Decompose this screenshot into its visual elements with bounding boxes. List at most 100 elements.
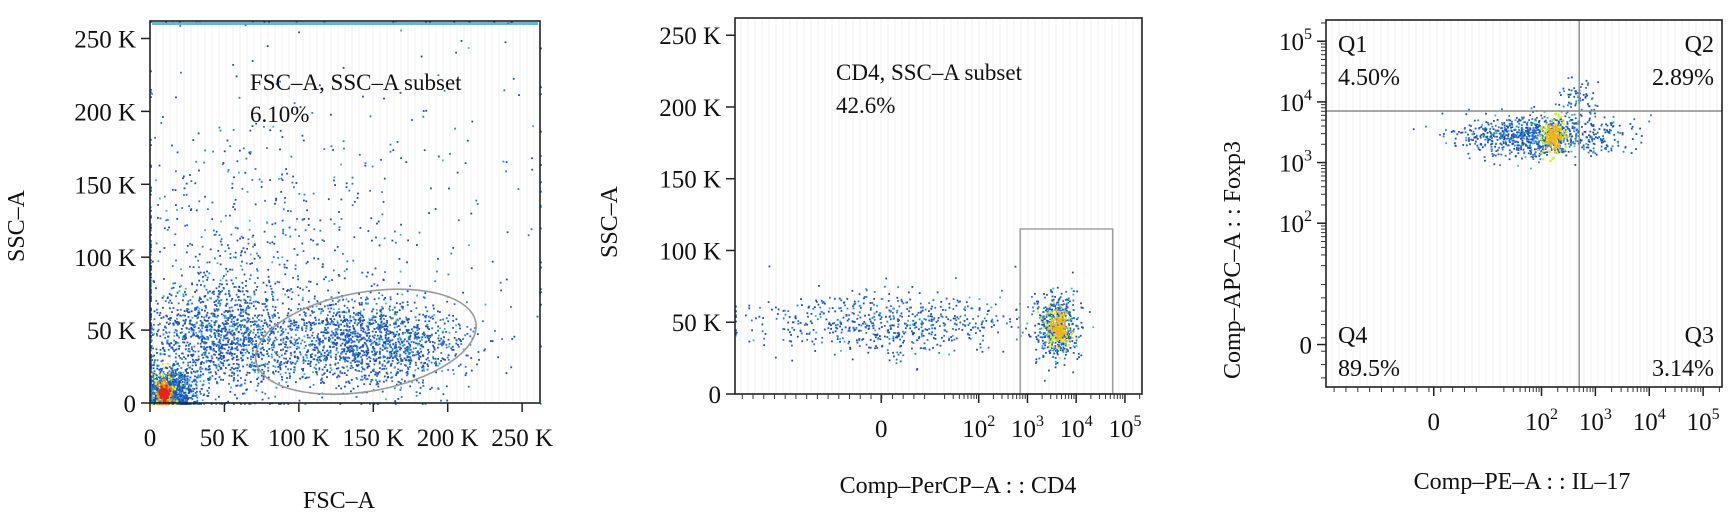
event-dot xyxy=(416,244,418,246)
event-dot xyxy=(409,358,412,361)
event-dot xyxy=(329,349,332,352)
event-dot xyxy=(288,377,291,379)
event-dot xyxy=(244,24,247,27)
event-dot xyxy=(325,357,328,360)
event-dot xyxy=(313,337,315,339)
event-dot xyxy=(184,401,186,403)
event-dot xyxy=(367,321,369,324)
event-dot xyxy=(276,324,278,327)
event-dot xyxy=(379,310,382,313)
event-dot xyxy=(296,345,299,348)
event-dot xyxy=(150,300,152,302)
event-dot xyxy=(325,350,328,353)
event-dot xyxy=(257,376,260,379)
event-dot xyxy=(338,385,340,387)
event-dot xyxy=(369,189,371,192)
event-dot xyxy=(184,335,187,338)
event-dot xyxy=(160,369,163,372)
event-dot xyxy=(337,300,340,303)
event-dot xyxy=(454,127,456,130)
event-dot xyxy=(218,349,221,352)
event-dot xyxy=(214,371,217,374)
event-dot xyxy=(536,315,539,318)
event-dot xyxy=(150,369,152,372)
event-dot xyxy=(281,332,284,335)
event-dot xyxy=(189,320,191,323)
event-dot xyxy=(428,320,431,323)
event-dot xyxy=(511,338,514,340)
event-dot xyxy=(408,338,411,341)
event-dot xyxy=(388,307,390,310)
event-dot xyxy=(199,324,202,327)
event-dot xyxy=(452,348,455,351)
event-dot xyxy=(389,330,391,333)
event-dot xyxy=(152,347,154,350)
event-dot xyxy=(349,316,352,319)
event-dot xyxy=(242,287,244,289)
event-dot xyxy=(182,299,184,302)
event-dot xyxy=(227,349,229,352)
event-dot xyxy=(312,348,315,351)
event-dot xyxy=(281,256,284,259)
event-dot xyxy=(236,327,238,330)
event-dot xyxy=(329,338,331,340)
event-dot xyxy=(202,383,205,386)
event-dot xyxy=(277,257,280,259)
event-dot xyxy=(236,160,239,163)
event-dot xyxy=(429,388,432,391)
event-dot xyxy=(432,344,434,347)
event-dot xyxy=(243,298,246,301)
event-dot xyxy=(321,321,324,324)
event-dot xyxy=(345,334,348,336)
event-dot xyxy=(230,315,233,317)
event-dot xyxy=(378,371,381,373)
event-dot xyxy=(176,397,179,400)
event-dot xyxy=(176,368,178,371)
event-dot xyxy=(399,317,401,320)
event-dot xyxy=(255,320,258,323)
event-dot xyxy=(540,291,542,293)
event-dot xyxy=(282,288,285,290)
event-dot xyxy=(255,353,258,355)
event-dot xyxy=(452,315,454,317)
event-dot xyxy=(345,374,348,376)
event-dot xyxy=(299,287,302,290)
event-dot xyxy=(210,324,212,326)
event-dot xyxy=(244,285,247,287)
event-dot xyxy=(242,343,244,346)
event-dot xyxy=(269,329,272,332)
event-dot xyxy=(253,328,255,331)
event-dot xyxy=(399,233,402,236)
event-dot xyxy=(398,355,401,358)
event-dot xyxy=(201,335,204,338)
event-dot xyxy=(349,334,352,336)
event-dot xyxy=(249,331,251,334)
event-dot xyxy=(181,396,184,399)
event-dot xyxy=(235,384,238,387)
event-dot xyxy=(336,321,339,324)
event-dot xyxy=(201,308,203,311)
event-dot xyxy=(162,333,165,336)
event-dot xyxy=(150,382,152,385)
event-dot xyxy=(198,330,201,333)
event-dot xyxy=(360,370,363,373)
event-dot xyxy=(226,352,229,355)
event-dot xyxy=(379,337,382,340)
event-dot xyxy=(373,347,376,350)
event-dot xyxy=(249,274,252,277)
event-dot xyxy=(226,298,228,301)
event-dot xyxy=(440,399,442,402)
event-dot xyxy=(441,341,444,344)
event-dot xyxy=(379,351,381,354)
event-dot xyxy=(183,403,186,405)
event-dot xyxy=(323,21,326,23)
event-dot xyxy=(267,313,270,316)
event-dot xyxy=(200,363,203,365)
event-dot xyxy=(278,382,281,384)
event-dot xyxy=(284,273,287,276)
event-dot xyxy=(365,325,368,328)
event-dot xyxy=(248,339,251,341)
event-dot xyxy=(220,334,223,336)
event-dot xyxy=(455,331,457,333)
event-dot xyxy=(406,346,408,349)
